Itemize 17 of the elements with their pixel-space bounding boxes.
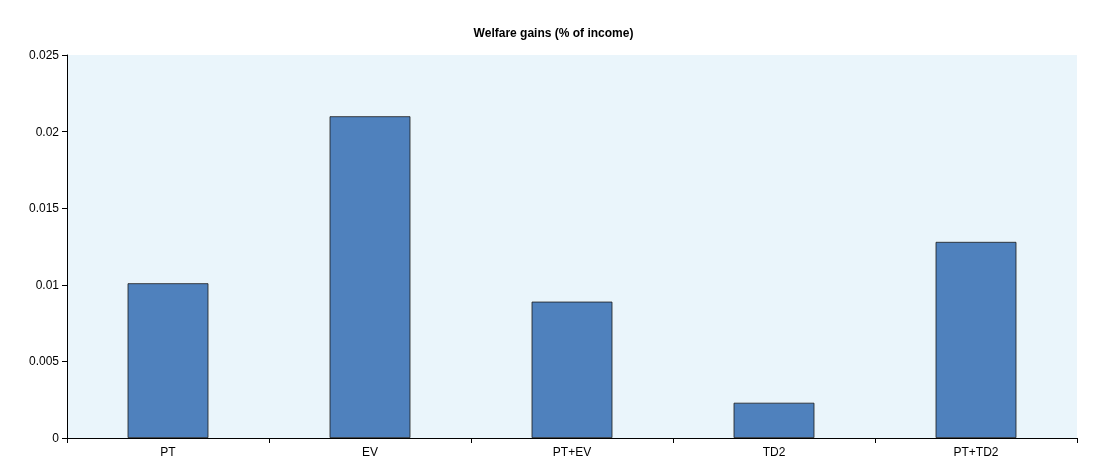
y-tick-label: 0.025 (28, 48, 60, 62)
y-tick-label: 0.005 (28, 354, 60, 369)
x-tick-label: PT+TD2 (953, 445, 999, 459)
chart-title: Welfare gains (% of income) (473, 26, 634, 40)
bar (329, 116, 411, 438)
y-tick-label: 0.02 (35, 124, 60, 139)
bar (127, 283, 209, 438)
y-tick-label: 0.015 (28, 201, 60, 216)
x-tick-label: PT+EV (552, 445, 592, 459)
y-tick-label: 0 (52, 431, 60, 445)
x-tick-label: TD2 (762, 445, 786, 459)
y-tick-label: 0.01 (35, 277, 60, 292)
x-tick-label: EV (361, 445, 379, 459)
bar (935, 241, 1017, 438)
bar (531, 301, 613, 438)
bar (733, 402, 815, 438)
x-tick-label: PT (160, 445, 177, 459)
